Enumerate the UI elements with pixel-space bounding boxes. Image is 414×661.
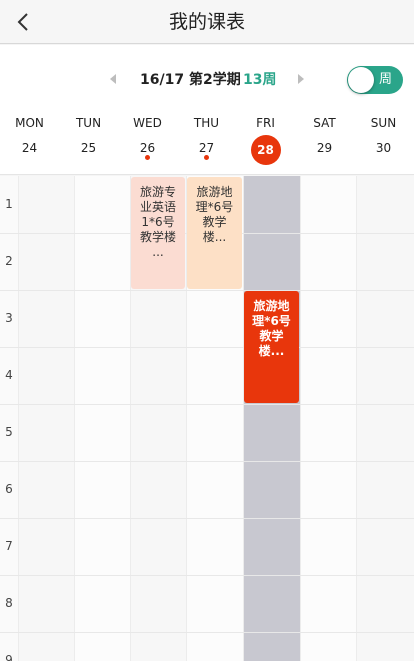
course-card[interactable]: 旅游地理*6号教学楼... (187, 177, 242, 289)
page-title: 我的课表 (168, 11, 245, 33)
grid-divider (0, 632, 414, 633)
day-date: 27 (198, 141, 215, 155)
term-label: 16/17 第2学期 (140, 72, 241, 88)
day-header-mon[interactable]: MON 24 (0, 109, 59, 169)
grid-divider (0, 575, 414, 576)
course-card[interactable]: 旅游地理*6号教学楼... (244, 291, 299, 403)
grid-divider (0, 290, 414, 291)
day-name: FRI (256, 116, 275, 130)
nav-bar: 我的课表 (0, 0, 414, 44)
day-date: 24 (21, 141, 38, 155)
day-date: 30 (375, 141, 392, 155)
grid-divider (243, 176, 244, 661)
period-column (0, 176, 18, 661)
grid-divider (0, 461, 414, 462)
weekday-header: MON 24 TUN 25 WED 26 THU 27 FRI 28 SAT 29 SUN 30 (0, 109, 414, 169)
back-button[interactable] (8, 7, 38, 37)
day-name: WED (133, 116, 162, 130)
period-number: 1 (5, 197, 13, 211)
day-date: 28 (250, 135, 281, 165)
period-number: 5 (5, 425, 13, 439)
period-number: 6 (5, 482, 13, 496)
period-number: 2 (5, 254, 13, 268)
day-header-sat[interactable]: SAT 29 (295, 109, 354, 169)
week-label: 13周 (243, 72, 277, 88)
view-toggle[interactable]: 周 (347, 66, 403, 94)
period-number: 3 (5, 311, 13, 325)
day-column (243, 176, 300, 661)
day-date: 25 (80, 141, 97, 155)
day-header-sun[interactable]: SUN 30 (354, 109, 413, 169)
grid-divider (130, 176, 131, 661)
grid-divider (0, 518, 414, 519)
has-class-dot (204, 155, 209, 160)
day-header-tun[interactable]: TUN 25 (59, 109, 118, 169)
schedule-header: 16/17 第2学期 13周 周 MON 24 TUN 25 WED 26 THU 27 FRI… (0, 45, 414, 175)
day-column (18, 176, 74, 661)
grid-divider (356, 176, 357, 661)
period-number: 4 (5, 368, 13, 382)
period-number: 9 (5, 653, 13, 661)
toggle-knob (348, 67, 374, 93)
day-name: TUN (75, 116, 102, 130)
next-week-arrow-icon[interactable] (298, 74, 304, 84)
course-card[interactable]: 旅游专业英语1*6号教学楼 ... (131, 177, 185, 289)
period-number: 8 (5, 596, 13, 610)
toggle-label: 周 (379, 72, 393, 87)
day-name: MON (15, 116, 44, 130)
has-class-dot (145, 155, 150, 160)
grid-divider (300, 176, 301, 661)
grid-divider (74, 176, 75, 661)
day-header-fri[interactable]: FRI 28 (236, 109, 295, 169)
day-date: 29 (316, 141, 333, 155)
day-column (356, 176, 414, 661)
day-date: 26 (139, 141, 156, 155)
grid-divider (186, 176, 187, 661)
term-row: 16/17 第2学期 13周 周 (0, 45, 414, 107)
day-column (74, 176, 130, 661)
day-name: SUN (370, 116, 397, 130)
day-header-wed[interactable]: WED 26 (118, 109, 177, 169)
prev-week-arrow-icon[interactable] (110, 74, 116, 84)
timetable-grid: 1 2 3 4 5 6 7 8 9 旅游专业英语1*6号教学楼 ... 旅游地理*6号教学楼... 旅… (0, 176, 414, 661)
day-name: SAT (313, 116, 336, 130)
grid-divider (18, 176, 19, 661)
period-number: 7 (5, 539, 13, 553)
day-column (300, 176, 356, 661)
grid-divider (0, 347, 414, 348)
grid-divider (0, 404, 414, 405)
day-name: THU (193, 116, 220, 130)
day-header-thu[interactable]: THU 27 (177, 109, 236, 169)
chevron-left-icon (17, 13, 28, 31)
